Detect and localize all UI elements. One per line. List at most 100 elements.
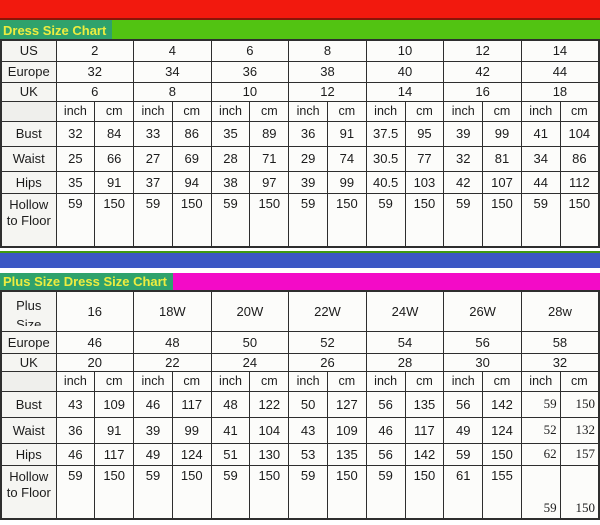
size-value-cell: 4 (133, 39, 212, 62)
size-value-cell: 50 (210, 330, 290, 354)
unit-header-cell: inch (520, 370, 561, 392)
measure-value-cell: 99 (326, 170, 367, 194)
unit-header-cell: cm (249, 370, 290, 392)
measure-value-cell: 66 (94, 145, 135, 172)
measure-value-cell: 97 (249, 170, 290, 194)
unit-header-cell: cm (326, 370, 367, 392)
measure-value-cell: 44 (520, 170, 561, 194)
size-value-cell: 30 (443, 352, 522, 372)
measure-value-cell: 150 (559, 390, 600, 418)
size-row-label: US (0, 39, 57, 62)
measure-value-cell: 104 (249, 416, 290, 444)
measure-value-cell: 150 (249, 464, 290, 520)
size-value-cell: 28w (520, 290, 600, 332)
measure-value-cell: 32 (443, 145, 484, 172)
measure-value-cell: 56 (443, 390, 484, 418)
unit-header-cell: cm (94, 100, 135, 122)
measure-value-cell: 39 (133, 416, 173, 444)
unit-header-cell: inch (288, 370, 328, 392)
measure-value-cell: 46 (55, 442, 96, 466)
measure-value-cell: 112 (559, 170, 600, 194)
measure-value-cell: 150 (559, 192, 600, 248)
size-value-cell: 44 (520, 60, 600, 83)
size-value-cell: 20 (55, 352, 135, 372)
unit-header-cell: cm (249, 100, 290, 122)
size-row-label: UK (0, 352, 57, 372)
measure-value-cell: 135 (404, 390, 445, 418)
measure-value-cell: 59 (443, 192, 484, 248)
unit-header-cell: inch (443, 370, 484, 392)
blue-divider-bar (0, 253, 600, 268)
measure-value-cell: 43 (55, 390, 96, 418)
size-value-cell: 24 (210, 352, 290, 372)
measure-value-cell: 30.5 (365, 145, 406, 172)
measure-value-cell: 59 (55, 464, 96, 520)
unit-header-cell: cm (171, 370, 212, 392)
unit-header-cell: inch (133, 100, 173, 122)
unit-header-cell: cm (482, 100, 522, 122)
measure-value-cell: 142 (482, 390, 522, 418)
measure-value-cell: 39 (288, 170, 328, 194)
unit-header-cell: inch (520, 100, 561, 122)
measure-value-cell: 59 (443, 442, 484, 466)
measure-row: Hips 35 91 37 94 38 97 39 99 40.5 103 42 107 44 112 (0, 170, 600, 194)
measure-row-label: Bust (0, 120, 57, 147)
measure-value-cell: 41 (520, 120, 561, 147)
size-value-cell: 48 (133, 330, 212, 354)
size-value-cell: 10 (365, 39, 445, 62)
size-value-cell: 36 (210, 60, 290, 83)
measure-value-cell: 132 (559, 416, 600, 444)
measure-value-cell: 27 (133, 145, 173, 172)
size-row: UK 6 8 10 12 14 16 18 (0, 81, 600, 102)
measure-value-cell: 122 (249, 390, 290, 418)
measure-value-cell: 59 (520, 192, 561, 248)
measure-value-cell: 62 (520, 442, 561, 466)
size-row: UK 20 22 24 26 28 30 32 (0, 352, 600, 372)
measure-value-cell: 38 (210, 170, 251, 194)
measure-value-cell: 61 (443, 464, 484, 520)
measure-value-cell: 99 (482, 120, 522, 147)
measure-row-label: Hollow to Floor (0, 464, 57, 520)
unit-header-cell: cm (404, 370, 445, 392)
measure-value-cell: 150 (404, 464, 445, 520)
measure-value-cell: 37 (133, 170, 173, 194)
measure-value-cell: 59 (520, 390, 561, 418)
measure-value-cell: 150 (171, 192, 212, 248)
measure-value-cell: 37.5 (365, 120, 406, 147)
measure-value-cell: 32 (55, 120, 96, 147)
measure-value-cell: 89 (249, 120, 290, 147)
table2-title-bar: Plus Size Dress Size Chart (0, 273, 600, 290)
unit-header-row: inch cm inch cm inch cm inch cm inch cm inch cm inch… (0, 100, 600, 122)
measure-value-cell: 52 (520, 416, 561, 444)
measure-value-cell: 99 (171, 416, 212, 444)
measure-value-cell: 53 (288, 442, 328, 466)
measure-value-cell: 59 (288, 464, 328, 520)
size-value-cell: 26 (288, 352, 367, 372)
unit-header-cell: inch (288, 100, 328, 122)
measure-row-label: Hollow to Floor (0, 192, 57, 248)
measure-value-cell: 51 (210, 442, 251, 466)
unit-header-cell: inch (443, 100, 484, 122)
size-value-cell: 12 (288, 81, 367, 102)
measure-value-cell: 36 (288, 120, 328, 147)
measure-value-cell: 59 (133, 192, 173, 248)
measure-value-cell: 49 (443, 416, 484, 444)
size-value-cell: 12 (443, 39, 522, 62)
measure-value-cell: 150 (404, 192, 445, 248)
measure-value-cell: 150 (249, 192, 290, 248)
measure-value-cell: 25 (55, 145, 96, 172)
size-value-cell: 16 (55, 290, 135, 332)
measure-value-cell: 127 (326, 390, 367, 418)
measure-value-cell: 109 (326, 416, 367, 444)
size-value-cell: 10 (210, 81, 290, 102)
size-value-cell: 32 (520, 352, 600, 372)
measure-value-cell: 71 (249, 145, 290, 172)
measure-value-cell: 142 (404, 442, 445, 466)
measure-value-cell: 150 (94, 192, 135, 248)
measure-value-cell: 59 (210, 464, 251, 520)
size-row: Europe 46 48 50 52 54 56 58 (0, 330, 600, 354)
size-value-cell: 38 (288, 60, 367, 83)
size-value-cell: 54 (365, 330, 445, 354)
measure-value-cell: 48 (210, 390, 251, 418)
dress-size-chart-table: US 2 4 6 8 10 12 14 Europe 32 34 36 38 40 42 44 UK 6 8 10 12… (0, 39, 600, 248)
